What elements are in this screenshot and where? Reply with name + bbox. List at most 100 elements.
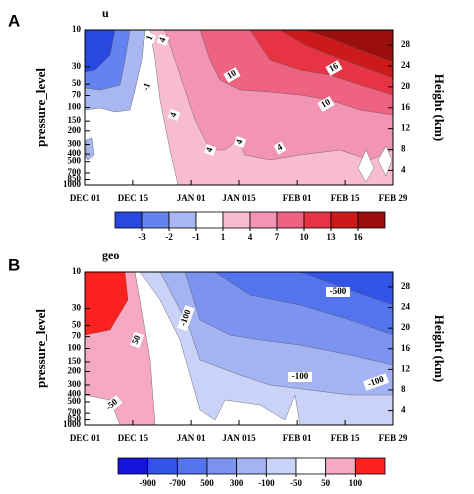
x-tick-label: FEB 01: [283, 193, 312, 203]
contour-region: [377, 145, 393, 177]
contour-label-text: -1: [140, 81, 152, 92]
x-tick-label: FEB 15: [331, 193, 360, 203]
y-tick-label: 50: [72, 78, 82, 88]
colorbar-box: [176, 457, 208, 475]
contour-label-box: [129, 331, 145, 349]
colorbar-label: 4: [248, 232, 253, 242]
contour-label-box: [139, 78, 155, 96]
colorbar-box: [117, 457, 149, 475]
colorbar-box: [295, 457, 327, 475]
y-tick-label: 300: [68, 139, 82, 149]
x-tick-label: JAN 01: [177, 433, 206, 443]
y-tick-label: 70: [72, 90, 82, 100]
contour-label-text: 1: [144, 33, 155, 41]
contour-label: -1: [139, 78, 155, 96]
y-axis-title: pressure_level: [33, 309, 48, 388]
contour-label-box: [177, 305, 195, 331]
colorbar-box: [303, 211, 332, 229]
contour-label: 4: [204, 144, 217, 156]
colorbar-label: -2: [165, 232, 173, 242]
contour-label-box: [317, 96, 335, 112]
x-tick-label: FEB 15: [331, 433, 360, 443]
y2-tick-label: 20: [401, 81, 411, 91]
y-tick-label: 150: [68, 115, 82, 125]
colorbar-label: 300: [230, 478, 244, 488]
colorbar-box: [357, 211, 386, 229]
contour-label: -50: [101, 395, 123, 415]
y-tick-label: 100: [68, 102, 82, 112]
y-tick-label: 700: [68, 407, 82, 417]
colorbar-label: -700: [169, 478, 186, 488]
x-tick-label: DEC 01: [70, 193, 101, 203]
contour-label-text: 4: [275, 141, 284, 152]
contour-label-box: [288, 372, 312, 382]
y-tick-label: 400: [68, 389, 82, 399]
contour-label: 4: [233, 136, 247, 148]
y-tick-label: 500: [68, 396, 82, 406]
y-tick-label: 150: [68, 356, 82, 366]
x-tick-label: DEC 15: [118, 433, 149, 443]
colorbar-box: [222, 211, 251, 229]
y-tick-label: 500: [68, 156, 82, 166]
colorbar-box: [147, 457, 178, 475]
y-tick-label: 30: [72, 303, 82, 313]
y2-tick-label: 12: [401, 123, 411, 133]
x-tick-label: DEC 15: [118, 193, 149, 203]
colorbar-label: 10: [300, 232, 310, 242]
contour-label-box: [233, 136, 247, 148]
contour-label-text: -500: [330, 286, 347, 296]
contour-label-text: 4: [168, 110, 179, 118]
y-tick-label: 50: [72, 320, 82, 330]
y-tick-label: 400: [68, 148, 82, 158]
y2-axis-title: Height (km): [432, 74, 447, 142]
contour-region: [357, 149, 375, 183]
y2-tick-label: 4: [401, 405, 406, 415]
x-tick-label: JAN 015: [222, 193, 256, 203]
colorbar-label: -900: [139, 478, 156, 488]
contour-label-box: [363, 373, 389, 391]
y-tick-label: 850: [68, 174, 82, 184]
colorbar-box: [141, 211, 170, 229]
y2-tick-label: 28: [401, 281, 411, 291]
y-tick-label: 70: [72, 331, 82, 341]
colorbar-box: [168, 211, 197, 229]
y-axis-title: pressure_level: [33, 68, 48, 147]
y-tick-label: 200: [68, 125, 82, 135]
colorbar-label: 100: [349, 478, 363, 488]
contour-label: 10: [317, 96, 335, 112]
contour-label-box: [156, 34, 170, 46]
y2-tick-label: 8: [401, 144, 406, 154]
colorbar-box: [206, 457, 238, 475]
colorbar-label: 500: [200, 478, 214, 488]
y2-tick-label: 12: [401, 363, 411, 373]
panel-title: geo: [102, 248, 119, 262]
colorbar-box: [114, 211, 143, 229]
x-tick-label: FEB 29: [379, 193, 408, 203]
x-tick-label: FEB 29: [379, 433, 408, 443]
y-tick-label: 10: [72, 24, 82, 34]
x-tick-label: DEC 01: [70, 433, 101, 443]
contour-label-box: [143, 32, 157, 44]
y2-tick-label: 24: [401, 302, 411, 312]
y2-tick-label: 8: [401, 384, 406, 394]
contour-label: 4: [273, 141, 287, 155]
y-tick-label: 30: [72, 61, 82, 71]
y-tick-label: 200: [68, 366, 82, 376]
contour-label-text: -100: [292, 371, 309, 381]
y-tick-label: 700: [68, 167, 82, 177]
colorbar-box: [195, 211, 224, 229]
y2-axis-title: Height (km): [432, 315, 447, 383]
contour-label-box: [101, 395, 123, 415]
colorbar-label: -3: [138, 232, 146, 242]
x-tick-label: JAN 01: [177, 193, 206, 203]
contour-label: -100: [288, 371, 312, 382]
y-tick-label: 100: [68, 343, 82, 353]
contour-field: [85, 30, 393, 185]
colorbar-box: [354, 457, 386, 475]
contour-label-box: [167, 109, 181, 121]
colorbar-label: 7: [275, 232, 280, 242]
colorbar-label: -100: [258, 478, 275, 488]
colorbar-box: [249, 211, 278, 229]
contour-label-box: [325, 60, 343, 76]
